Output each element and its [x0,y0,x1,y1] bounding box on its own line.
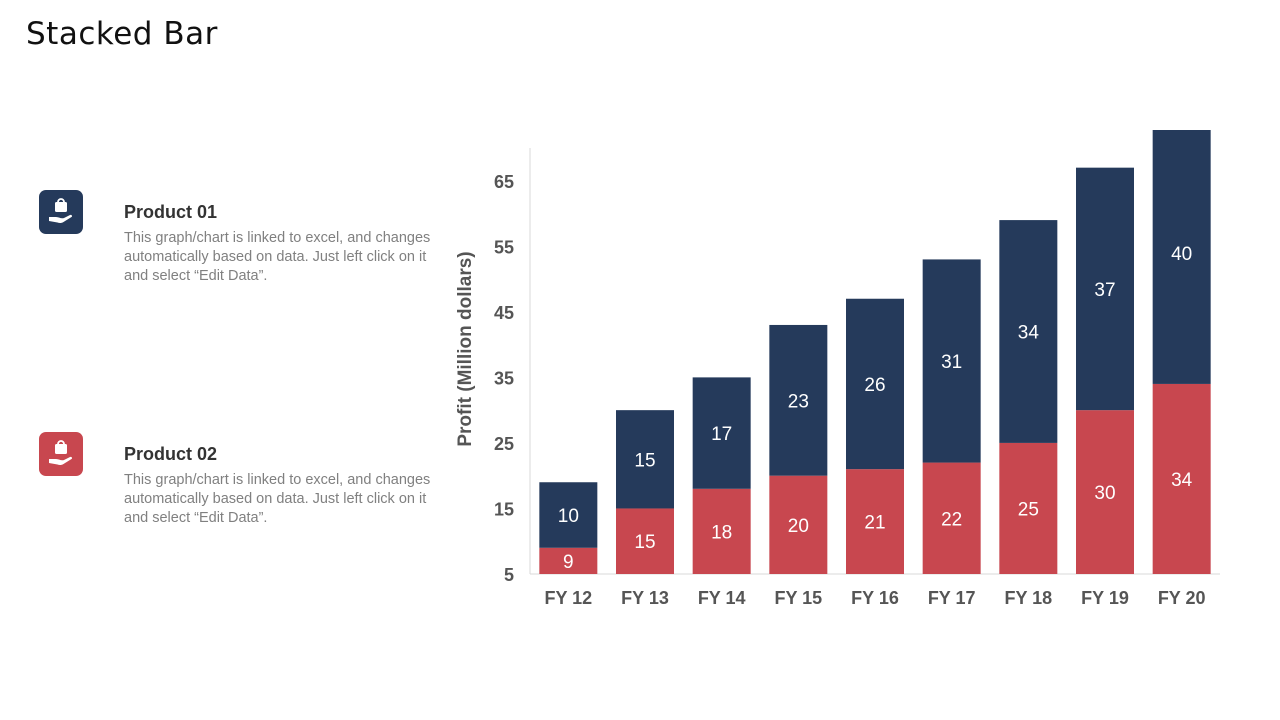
bar-segment [769,324,828,476]
x-tick-label: FY 15 [774,588,822,608]
y-tick-label: 15 [494,499,514,519]
x-tick-label: FY 18 [1004,588,1052,608]
bar-value-label: 21 [864,513,885,534]
bar-segment [1076,167,1134,411]
bar-value-label: 15 [634,450,655,471]
bar-value-label: 31 [941,352,962,373]
stacked-bar-chart: 5 15 25 35 45 55 65 Profit (Million dollars) 9 10… [455,130,1220,608]
product-01-description: This graph/chart is linked to excel, and… [124,230,431,284]
y-tick-label: 25 [494,434,514,454]
bar-segment [1152,130,1211,384]
bar-segment [999,442,1058,574]
x-tick-label: FY 12 [544,588,592,608]
bar-value-label: 37 [1094,280,1115,301]
bar-value-label: 18 [711,522,732,543]
legend-product-02: Product 02 This graph/chart is linked to… [39,432,439,542]
bar-segment [1076,410,1134,574]
product-01-title: Product 01 [124,202,218,222]
bar-value-label: 40 [1171,244,1192,265]
bar-segment [769,475,828,574]
bar-segment [692,488,751,574]
bar-value-label: 34 [1171,470,1193,491]
y-tick-label: 5 [504,565,514,585]
y-tick-label: 55 [494,237,514,257]
slide-title: Stacked Bar [26,16,218,52]
bar-value-label: 25 [1018,499,1039,520]
hand-holding-bag-icon [49,440,73,466]
x-tick-label: FY 19 [1081,588,1129,608]
bar-segment [846,469,904,574]
bar-value-label: 22 [941,509,962,530]
product-02-title: Product 02 [124,444,218,464]
product-02-description: This graph/chart is linked to excel, and… [124,472,431,526]
x-tick-label: FY 13 [621,588,669,608]
bar-value-label: 17 [711,424,732,445]
bar-segment [539,482,598,548]
y-tick-label: 45 [494,303,514,323]
bar-value-label: 9 [563,552,574,573]
bar-value-label: 26 [864,375,885,396]
bar-segment [539,547,598,574]
bar-segment [999,220,1058,443]
y-axis-title: Profit (Million dollars) [455,251,476,446]
bar-value-label: 34 [1018,323,1040,344]
bar-value-label: 15 [634,532,655,553]
y-tick-label: 35 [494,368,514,388]
bar-value-label: 23 [788,391,809,412]
x-tick-label: FY 14 [698,588,746,608]
bar-segment [616,508,674,574]
bar-value-label: 30 [1094,483,1115,504]
bar-segment [1152,383,1211,574]
y-tick-label: 65 [494,172,514,192]
bar-segment [922,259,981,463]
bar-segment [846,298,904,470]
product-02-badge [39,432,83,476]
bar-value-label: 20 [788,516,809,537]
bar-value-label: 10 [558,506,579,527]
bar-segment [692,377,751,489]
hand-holding-bag-icon [49,198,73,224]
product-01-badge [39,190,83,234]
x-tick-label: FY 16 [851,588,899,608]
x-tick-label: FY 17 [928,588,976,608]
bar-segment [922,462,981,574]
x-tick-label: FY 20 [1158,588,1206,608]
legend-product-01: Product 01 This graph/chart is linked to… [39,190,439,300]
bar-segment [616,410,674,509]
